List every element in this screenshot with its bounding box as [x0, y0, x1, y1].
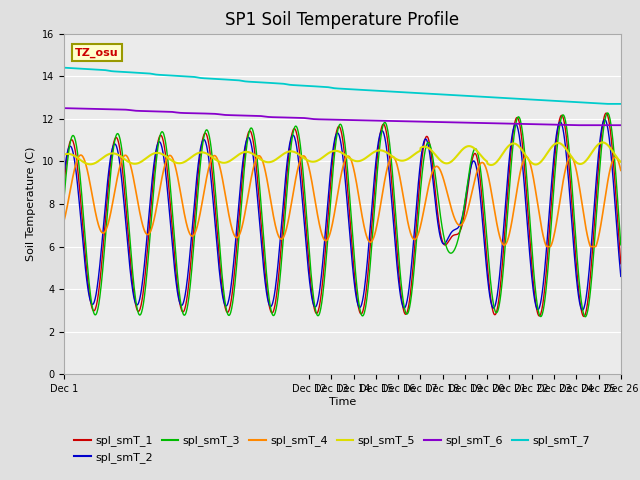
spl_smT_1 — [154, 140, 162, 145]
spl_smT_1 — [580, 313, 588, 319]
spl_smT_3 — [581, 314, 589, 320]
spl_smT_5 — [617, 159, 625, 165]
spl_smT_3 — [134, 309, 141, 314]
spl_smT_2 — [154, 141, 162, 146]
spl_smT_5 — [248, 150, 255, 156]
spl_smT_6 — [248, 113, 255, 119]
spl_smT_3 — [154, 145, 162, 151]
spl_smT_6 — [364, 118, 372, 123]
spl_smT_1 — [617, 261, 625, 266]
spl_smT_7 — [60, 65, 68, 71]
spl_smT_4 — [353, 183, 361, 189]
spl_smT_1 — [301, 218, 309, 224]
spl_smT_5 — [60, 152, 68, 157]
spl_smT_7 — [134, 70, 141, 76]
spl_smT_7 — [364, 87, 372, 93]
spl_smT_2 — [60, 172, 68, 178]
spl_smT_1 — [134, 308, 141, 314]
Legend: spl_smT_1, spl_smT_2, spl_smT_3, spl_smT_4, spl_smT_5, spl_smT_6, spl_smT_7: spl_smT_1, spl_smT_2, spl_smT_3, spl_smT… — [70, 431, 595, 468]
spl_smT_2 — [601, 117, 609, 122]
spl_smT_1 — [364, 268, 372, 274]
spl_smT_4 — [617, 168, 625, 173]
Y-axis label: Soil Temperature (C): Soil Temperature (C) — [26, 147, 36, 261]
spl_smT_4 — [60, 218, 68, 224]
spl_smT_3 — [301, 199, 309, 205]
spl_smT_2 — [301, 235, 309, 241]
spl_smT_5 — [353, 158, 360, 164]
spl_smT_2 — [617, 274, 625, 279]
spl_smT_7 — [603, 101, 611, 107]
Text: TZ_osu: TZ_osu — [75, 48, 119, 58]
Line: spl_smT_5: spl_smT_5 — [64, 143, 621, 165]
Line: spl_smT_6: spl_smT_6 — [64, 108, 621, 125]
spl_smT_2 — [248, 143, 255, 149]
Title: SP1 Soil Temperature Profile: SP1 Soil Temperature Profile — [225, 11, 460, 29]
spl_smT_2 — [364, 249, 372, 255]
spl_smT_4 — [134, 202, 142, 208]
spl_smT_4 — [543, 244, 551, 250]
Line: spl_smT_7: spl_smT_7 — [64, 68, 621, 104]
spl_smT_5 — [364, 153, 372, 159]
spl_smT_7 — [154, 72, 162, 78]
spl_smT_6 — [571, 122, 579, 128]
Line: spl_smT_1: spl_smT_1 — [64, 113, 621, 316]
Line: spl_smT_2: spl_smT_2 — [64, 120, 621, 310]
spl_smT_4 — [77, 152, 84, 158]
spl_smT_2 — [134, 301, 141, 307]
spl_smT_6 — [301, 115, 309, 121]
spl_smT_7 — [617, 101, 625, 107]
spl_smT_4 — [154, 195, 162, 201]
spl_smT_2 — [579, 307, 586, 313]
spl_smT_6 — [154, 108, 162, 114]
spl_smT_1 — [602, 110, 610, 116]
spl_smT_1 — [353, 292, 360, 298]
spl_smT_6 — [353, 117, 360, 123]
spl_smT_3 — [364, 284, 372, 290]
spl_smT_7 — [301, 83, 309, 89]
spl_smT_6 — [617, 122, 625, 128]
spl_smT_3 — [60, 196, 68, 202]
spl_smT_5 — [599, 140, 607, 145]
spl_smT_4 — [248, 171, 256, 177]
spl_smT_7 — [248, 79, 255, 85]
spl_smT_1 — [248, 131, 255, 137]
spl_smT_4 — [365, 238, 372, 244]
spl_smT_5 — [488, 162, 495, 168]
spl_smT_3 — [353, 281, 360, 287]
spl_smT_4 — [302, 156, 310, 161]
spl_smT_6 — [60, 105, 68, 111]
spl_smT_3 — [604, 110, 611, 116]
spl_smT_3 — [248, 125, 255, 131]
Line: spl_smT_4: spl_smT_4 — [64, 155, 621, 247]
Line: spl_smT_3: spl_smT_3 — [64, 113, 621, 317]
spl_smT_2 — [353, 296, 360, 302]
spl_smT_1 — [60, 181, 68, 187]
spl_smT_3 — [617, 242, 625, 248]
spl_smT_5 — [154, 150, 162, 156]
spl_smT_6 — [134, 108, 141, 114]
X-axis label: Time: Time — [329, 397, 356, 407]
spl_smT_5 — [134, 160, 141, 166]
spl_smT_5 — [301, 156, 309, 162]
spl_smT_7 — [353, 87, 360, 93]
